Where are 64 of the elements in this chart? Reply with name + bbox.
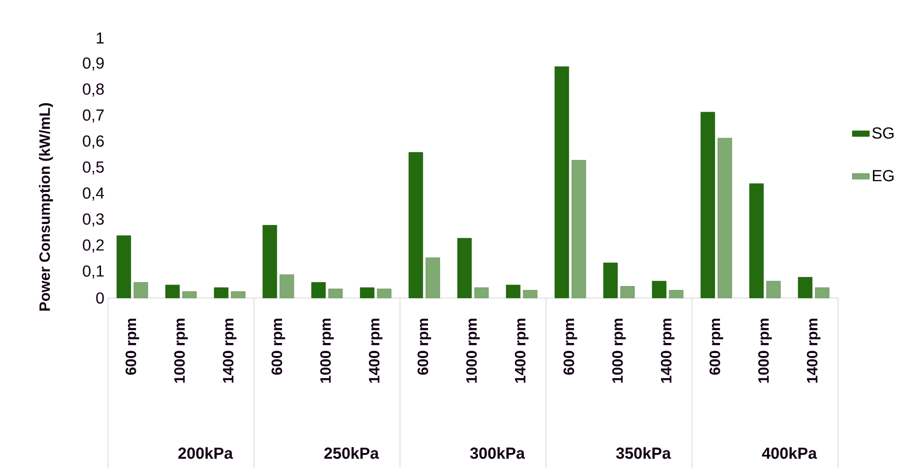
y-tick-label: 0,4 (82, 187, 104, 201)
bar (700, 112, 716, 298)
x-tick-label: 600 rpm (418, 318, 432, 375)
x-tick-label: 600 rpm (710, 318, 724, 375)
y-tick-label: 0,3 (82, 213, 104, 227)
bar (376, 288, 392, 298)
text: 250kPa (324, 447, 380, 459)
x-tick-label: 600 rpm (564, 318, 578, 375)
x-tick-label: 1000 rpm (320, 318, 334, 383)
bar (426, 257, 440, 298)
y-tick-label: 1 (96, 32, 104, 44)
bar (652, 280, 666, 298)
bar (620, 286, 635, 298)
y-tick-label: 0,8 (82, 83, 104, 97)
bar (554, 66, 570, 298)
x-tick-label: 1000 rpm (758, 318, 772, 383)
x-tick-label: 1000 rpm (466, 318, 480, 383)
bar (311, 282, 326, 298)
x-tick-label: 1000 rpm (174, 318, 188, 383)
bar (668, 290, 684, 298)
text: 200kPa (178, 447, 234, 459)
bar (506, 284, 520, 298)
y-tick-label: 0 (96, 292, 104, 304)
x-tick-label: 600 rpm (272, 318, 286, 375)
x-tick-label: 1400 rpm (222, 318, 236, 383)
text: 400kPa (762, 447, 818, 459)
x-tick-label: 1400 rpm (368, 318, 382, 383)
bar (798, 276, 812, 298)
bar (165, 284, 180, 298)
text: 350kPa (616, 447, 672, 459)
bar (230, 291, 246, 298)
bar (214, 287, 228, 298)
x-tick-label: 1400 rpm (660, 318, 674, 383)
text: 300kPa (470, 447, 526, 459)
bar (262, 224, 278, 298)
bar (814, 287, 830, 298)
y-tick-label: 0,2 (82, 239, 104, 253)
legend-label: EG (872, 170, 894, 182)
y-tick-label: 0,9 (82, 57, 104, 71)
bar (603, 262, 618, 298)
bar (749, 183, 764, 298)
y-tick-label: 0,6 (82, 135, 104, 149)
y-tick-label: 0,1 (82, 265, 104, 279)
y-tick-label: 0,7 (82, 109, 104, 123)
x-tick-label: 600 rpm (126, 318, 140, 375)
x-tick-label: 1400 rpm (514, 318, 528, 383)
bar (572, 160, 586, 298)
x-tick-label: 1000 rpm (612, 318, 626, 383)
legend-label: SG (872, 127, 894, 139)
bar (408, 152, 424, 298)
x-tick-label: 1400 rpm (806, 318, 820, 383)
bar (457, 238, 472, 298)
bar (718, 138, 732, 298)
bar (134, 282, 148, 298)
bar (766, 280, 781, 298)
bar (360, 287, 374, 298)
y-tick-label: 0,5 (82, 161, 104, 175)
bar (280, 274, 294, 298)
bar (182, 291, 197, 298)
bar (474, 287, 489, 298)
bar (328, 288, 343, 298)
bar (116, 235, 132, 298)
bar (522, 290, 538, 298)
y-axis-title: Power Consumption (kW/mL) (38, 103, 53, 311)
